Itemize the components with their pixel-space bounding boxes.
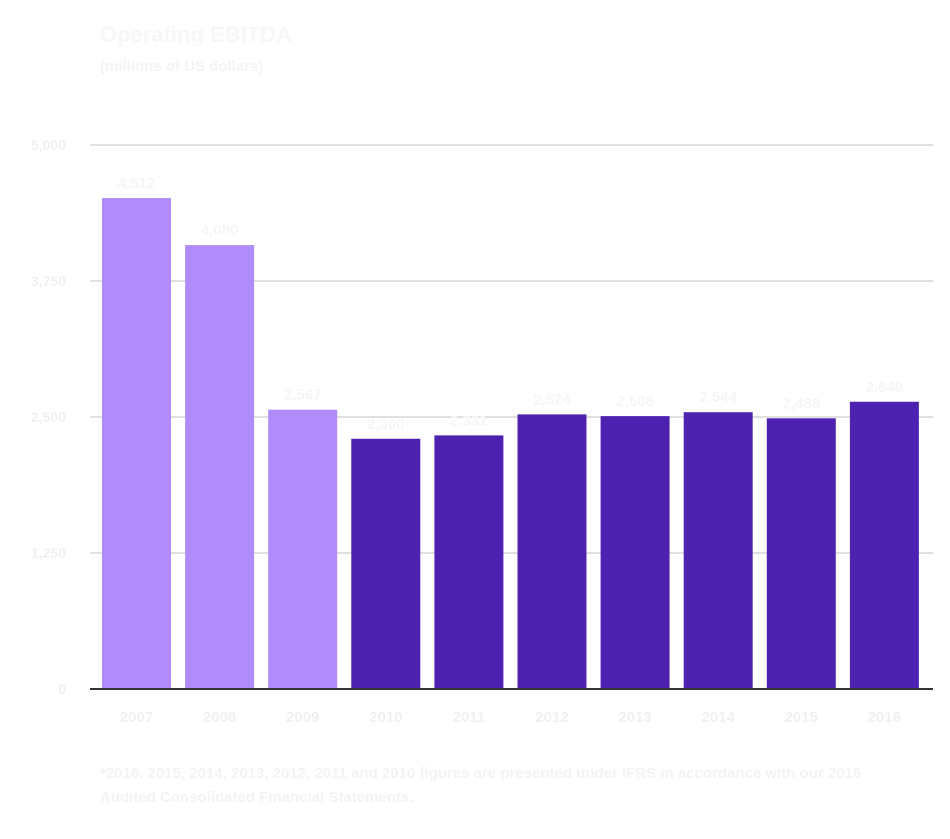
x-tick-label: 2010	[369, 709, 402, 726]
x-tick-label: 2011	[453, 709, 486, 726]
x-tick-label: 2015	[785, 709, 818, 726]
x-tick-label: 2009	[286, 709, 319, 726]
y-tick-label: 2,500	[31, 409, 66, 425]
x-tick-label: 2016	[868, 709, 901, 726]
bar	[102, 198, 171, 689]
y-tick-label: 0	[58, 681, 66, 697]
data-label: 2,508	[616, 393, 654, 410]
x-tick-label: 2007	[120, 709, 153, 726]
bar	[185, 245, 255, 689]
data-label: 2,640	[866, 379, 904, 396]
data-label: 4,512	[118, 175, 156, 192]
data-label: 2,524	[533, 391, 571, 408]
bar	[434, 435, 504, 689]
data-label: 2,331	[450, 412, 488, 429]
x-tick-label: 2013	[618, 709, 651, 726]
data-label: 2,544	[699, 389, 737, 406]
data-label: 4,080	[201, 222, 239, 239]
y-tick-label: 5,000	[31, 137, 66, 153]
bar	[517, 414, 587, 689]
data-label: 2,300	[367, 416, 405, 433]
x-tick-label: 2008	[203, 709, 236, 726]
x-tick-label: 2014	[701, 709, 735, 726]
chart-subtitle: (millions of US dollars)	[100, 58, 264, 75]
x-tick-label: 2012	[535, 709, 568, 726]
bar	[600, 416, 670, 689]
chart-footnote: *2016, 2015, 2014, 2013, 2012, 2011 and …	[100, 765, 862, 806]
bar	[766, 418, 836, 689]
y-tick-label: 1,250	[31, 545, 66, 561]
bar	[849, 401, 919, 689]
data-label: 2,567	[284, 387, 322, 404]
bar	[351, 438, 421, 689]
bar	[683, 412, 753, 689]
chart-title: Operating EBITDA	[100, 22, 292, 47]
data-label: 2,488	[783, 395, 821, 412]
y-tick-label: 3,750	[31, 273, 66, 289]
bar	[268, 409, 338, 689]
